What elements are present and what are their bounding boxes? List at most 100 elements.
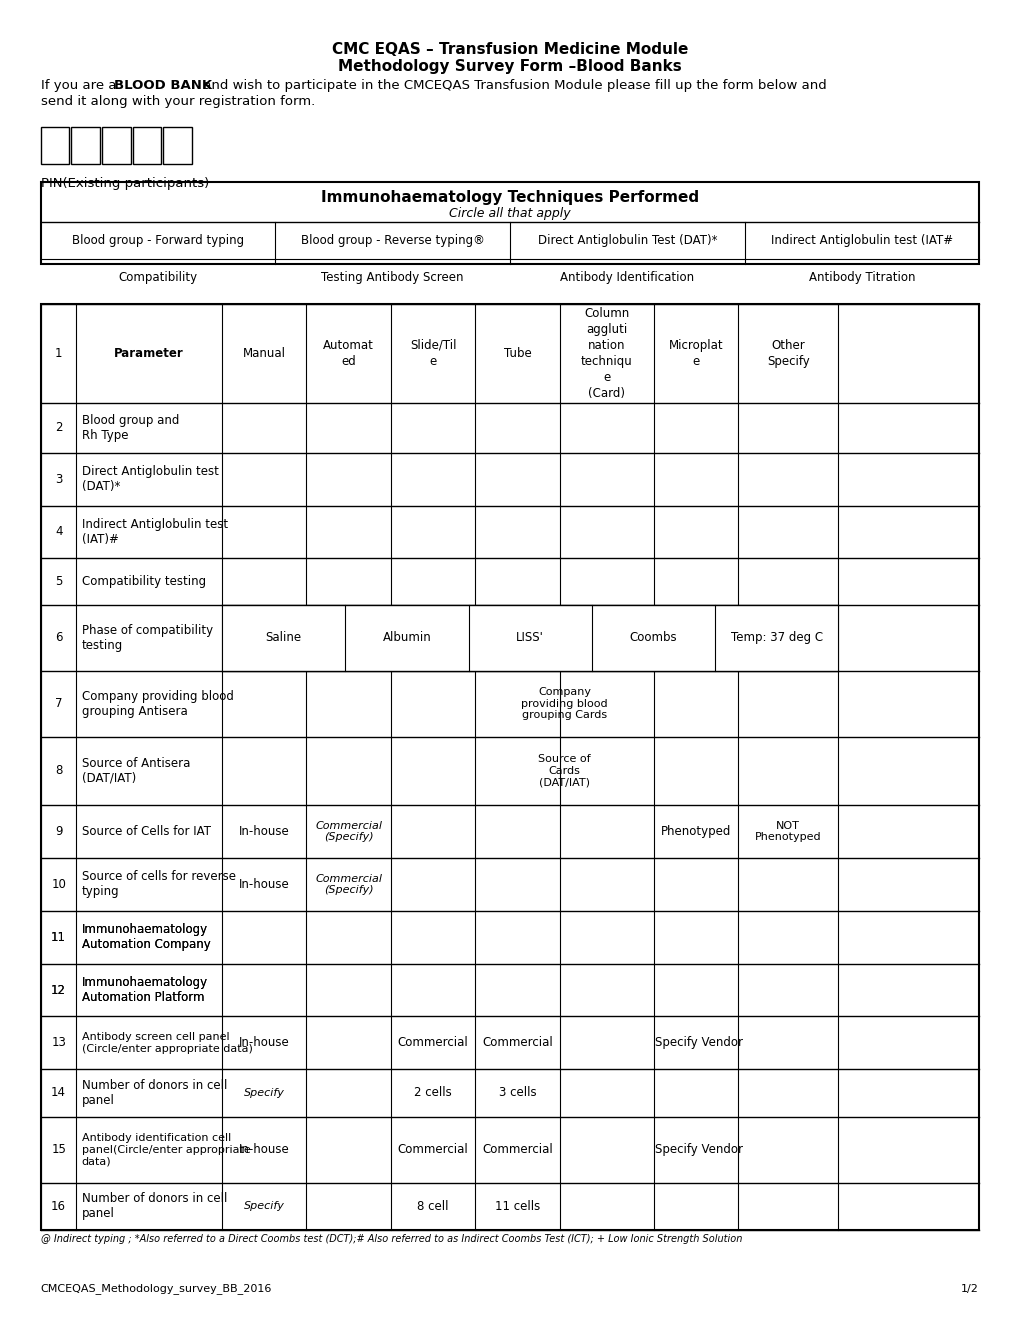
- Text: Specify: Specify: [244, 1201, 284, 1212]
- Text: Commercial
(Specify): Commercial (Specify): [315, 874, 382, 895]
- Text: 3 cells: 3 cells: [498, 1086, 536, 1100]
- Text: Immunohaematology Techniques Performed: Immunohaematology Techniques Performed: [321, 190, 698, 205]
- Text: 10: 10: [51, 878, 66, 891]
- Text: 15: 15: [51, 1143, 66, 1156]
- Text: 6: 6: [55, 631, 62, 644]
- Text: Commercial: Commercial: [482, 1143, 552, 1156]
- Text: Immunohaematology
Automation Company: Immunohaematology Automation Company: [82, 923, 210, 952]
- Text: Compatibility: Compatibility: [118, 271, 198, 284]
- Bar: [102, 127, 130, 164]
- Text: Company providing blood
grouping Antisera: Company providing blood grouping Antiser…: [82, 689, 233, 718]
- Bar: [222, 605, 838, 671]
- Text: Albumin: Albumin: [382, 631, 431, 644]
- Text: Automat
ed: Automat ed: [323, 339, 374, 367]
- Text: Microplat
e: Microplat e: [667, 339, 722, 367]
- Text: 5: 5: [55, 576, 62, 587]
- Text: Blood group - Forward typing: Blood group - Forward typing: [72, 234, 244, 247]
- Text: Specify Vendor: Specify Vendor: [654, 1143, 743, 1156]
- Text: 8 cell: 8 cell: [417, 1200, 448, 1213]
- Text: Company
providing blood
grouping Cards: Company providing blood grouping Cards: [521, 686, 607, 721]
- Text: BLOOD BANK: BLOOD BANK: [114, 79, 212, 92]
- Text: Coombs: Coombs: [629, 631, 677, 644]
- Text: Antibody screen cell panel
(Circle/enter appropriate data): Antibody screen cell panel (Circle/enter…: [82, 1032, 252, 1053]
- Text: Phase of compatibility
testing: Phase of compatibility testing: [82, 623, 213, 652]
- Text: 12: 12: [51, 983, 66, 997]
- Text: Source of Cells for IAT: Source of Cells for IAT: [82, 825, 210, 838]
- Text: Commercial
(Specify): Commercial (Specify): [315, 821, 382, 842]
- Text: 11: 11: [51, 931, 66, 944]
- Bar: [41, 127, 69, 164]
- Text: 2: 2: [55, 421, 62, 434]
- Text: 1: 1: [55, 347, 62, 359]
- Text: Parameter: Parameter: [114, 347, 183, 359]
- Text: Direct Antiglobulin Test (DAT)*: Direct Antiglobulin Test (DAT)*: [537, 234, 716, 247]
- Text: In-house: In-house: [238, 1036, 289, 1049]
- Text: Methodology Survey Form –Blood Banks: Methodology Survey Form –Blood Banks: [337, 59, 682, 74]
- Text: Specify: Specify: [244, 1088, 284, 1098]
- Text: Saline: Saline: [265, 631, 302, 644]
- Text: Commercial: Commercial: [482, 1036, 552, 1049]
- Text: CMC EQAS – Transfusion Medicine Module: CMC EQAS – Transfusion Medicine Module: [331, 42, 688, 57]
- Text: Albumin: Albumin: [409, 631, 457, 644]
- Text: Blood group - Reverse typing®: Blood group - Reverse typing®: [301, 234, 484, 247]
- Text: Testing Antibody Screen: Testing Antibody Screen: [321, 271, 464, 284]
- Text: PIN(Existing participants): PIN(Existing participants): [41, 177, 209, 190]
- Text: Slide/Til
e: Slide/Til e: [410, 339, 455, 367]
- Text: Number of donors in cell
panel: Number of donors in cell panel: [82, 1192, 226, 1221]
- Text: Antibody Titration: Antibody Titration: [808, 271, 914, 284]
- Text: Specify Vendor: Specify Vendor: [654, 1036, 743, 1049]
- Text: 11 cells: 11 cells: [494, 1200, 540, 1213]
- Text: 2 cells: 2 cells: [414, 1086, 451, 1100]
- Text: Other
Specify: Other Specify: [766, 339, 809, 367]
- Bar: [41, 182, 978, 264]
- Text: Indirect Antiglobulin test (IAT#: Indirect Antiglobulin test (IAT#: [770, 234, 952, 247]
- Text: Immunohaematology
Automation Platform: Immunohaematology Automation Platform: [82, 975, 208, 1005]
- Text: Commercial: Commercial: [397, 1143, 468, 1156]
- Bar: [163, 127, 192, 164]
- Text: 4: 4: [55, 525, 62, 539]
- Text: @ Indirect typing ; *Also referred to a Direct Coombs test (DCT);# Also referred: @ Indirect typing ; *Also referred to a …: [41, 1234, 742, 1245]
- Text: Antibody Identification: Antibody Identification: [559, 271, 694, 284]
- Bar: [41, 304, 978, 1230]
- Text: Source of cells for reverse
typing: Source of cells for reverse typing: [82, 870, 235, 899]
- Text: LISS': LISS': [516, 631, 543, 644]
- Text: 14: 14: [51, 1086, 66, 1100]
- Bar: [71, 127, 100, 164]
- Text: Commercial: Commercial: [397, 1036, 468, 1049]
- Text: 16: 16: [51, 1200, 66, 1213]
- Text: 8: 8: [55, 764, 62, 777]
- Text: Manual: Manual: [243, 347, 285, 359]
- Text: Source of Antisera
(DAT/IAT): Source of Antisera (DAT/IAT): [82, 756, 190, 785]
- Text: Saline: Saline: [288, 631, 324, 644]
- Text: 12: 12: [51, 983, 66, 997]
- Text: Tube: Tube: [503, 347, 531, 359]
- Text: Circle all that apply: Circle all that apply: [448, 207, 571, 220]
- Text: 7: 7: [55, 697, 62, 710]
- Text: 11: 11: [51, 931, 66, 944]
- Text: send it along with your registration form.: send it along with your registration for…: [41, 95, 315, 108]
- Text: Number of donors in cell
panel: Number of donors in cell panel: [82, 1078, 226, 1107]
- Text: Direct Antiglobulin test
(DAT)*: Direct Antiglobulin test (DAT)*: [82, 465, 218, 494]
- Bar: [132, 127, 161, 164]
- Text: In-house: In-house: [238, 878, 289, 891]
- Text: Immunohaematology
Automation Company: Immunohaematology Automation Company: [82, 923, 210, 952]
- Text: If you are a: If you are a: [41, 79, 120, 92]
- Text: and wish to participate in the CMCEQAS Transfusion Module please fill up the for: and wish to participate in the CMCEQAS T…: [199, 79, 825, 92]
- Text: Indirect Antiglobulin test
(IAT)#: Indirect Antiglobulin test (IAT)#: [82, 517, 227, 546]
- Text: Source of
Cards
(DAT/IAT): Source of Cards (DAT/IAT): [538, 754, 590, 788]
- Text: Column
aggluti
nation
techniqu
e
(Card): Column aggluti nation techniqu e (Card): [580, 306, 632, 400]
- Text: Phenotyped: Phenotyped: [660, 825, 731, 838]
- Text: 1/2: 1/2: [960, 1283, 978, 1294]
- Text: 9: 9: [55, 825, 62, 838]
- Text: NOT
Phenotyped: NOT Phenotyped: [754, 821, 820, 842]
- Text: Antibody identification cell
panel(Circle/enter appropriate
data): Antibody identification cell panel(Circl…: [82, 1133, 250, 1167]
- Text: Immunohaematology
Automation Platform: Immunohaematology Automation Platform: [82, 975, 208, 1005]
- Text: 13: 13: [51, 1036, 66, 1049]
- Text: Temp: 37 deg C: Temp: 37 deg C: [730, 631, 822, 644]
- Text: CMCEQAS_Methodology_survey_BB_2016: CMCEQAS_Methodology_survey_BB_2016: [41, 1283, 272, 1294]
- Text: In-house: In-house: [238, 825, 289, 838]
- Text: Compatibility testing: Compatibility testing: [82, 576, 206, 587]
- Text: In-house: In-house: [238, 1143, 289, 1156]
- Text: 3: 3: [55, 473, 62, 486]
- Text: Blood group and
Rh Type: Blood group and Rh Type: [82, 413, 178, 442]
